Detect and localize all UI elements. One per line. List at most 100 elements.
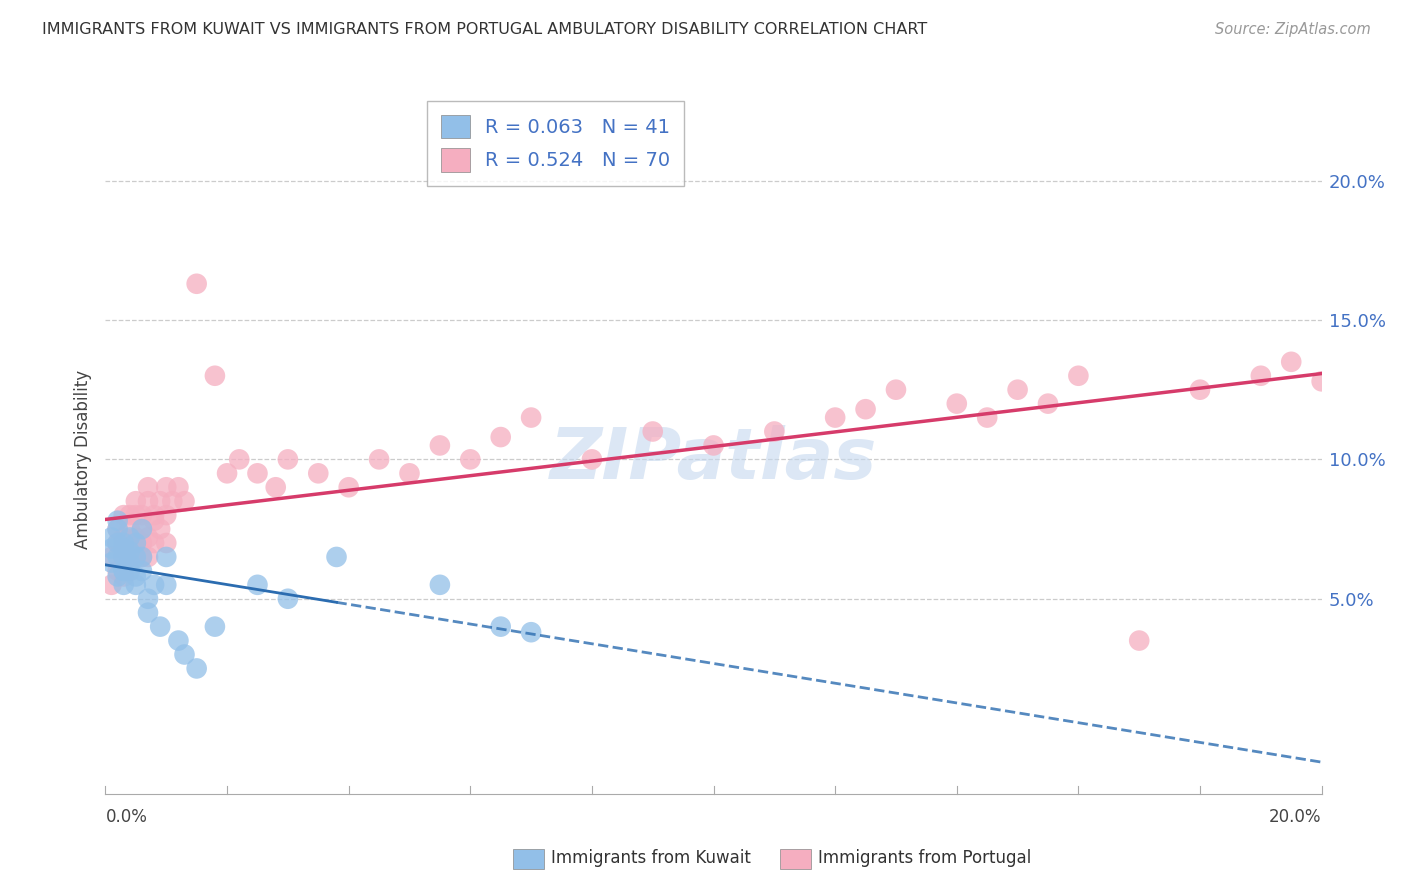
Point bbox=[1067, 368, 1090, 383]
Text: Source: ZipAtlas.com: Source: ZipAtlas.com bbox=[1215, 22, 1371, 37]
Point bbox=[118, 556, 141, 570]
Point bbox=[118, 522, 141, 536]
Point bbox=[125, 494, 148, 508]
Point bbox=[118, 544, 141, 558]
Text: 20.0%: 20.0% bbox=[1270, 808, 1322, 826]
Point bbox=[100, 549, 122, 564]
Point bbox=[100, 578, 122, 592]
Point bbox=[125, 549, 148, 564]
Point bbox=[307, 467, 329, 481]
Point bbox=[118, 508, 141, 523]
Point bbox=[107, 549, 129, 564]
Point bbox=[112, 536, 135, 550]
Point bbox=[173, 648, 195, 662]
Point bbox=[131, 522, 153, 536]
Point bbox=[884, 383, 907, 397]
Point bbox=[246, 467, 269, 481]
Point bbox=[1250, 368, 1272, 383]
Point bbox=[136, 606, 159, 620]
Point bbox=[520, 625, 543, 640]
Point bbox=[131, 536, 153, 550]
Point bbox=[131, 508, 153, 523]
Point bbox=[763, 425, 786, 439]
Point bbox=[131, 549, 153, 564]
Point bbox=[1279, 355, 1302, 369]
Point bbox=[1310, 375, 1333, 389]
Point bbox=[136, 530, 159, 544]
Point bbox=[149, 619, 172, 633]
Point bbox=[173, 494, 195, 508]
Point bbox=[125, 508, 148, 523]
Point bbox=[107, 564, 129, 578]
Point bbox=[112, 564, 135, 578]
Point bbox=[107, 536, 129, 550]
Point bbox=[107, 536, 129, 550]
Point bbox=[1188, 383, 1211, 397]
Point bbox=[118, 564, 141, 578]
Point bbox=[100, 530, 122, 544]
Point bbox=[125, 569, 148, 583]
Point bbox=[131, 564, 153, 578]
Point bbox=[217, 467, 239, 481]
Point bbox=[125, 536, 148, 550]
Point bbox=[368, 452, 391, 467]
Point bbox=[277, 452, 299, 467]
Legend: R = 0.063   N = 41, R = 0.524   N = 70: R = 0.063 N = 41, R = 0.524 N = 70 bbox=[427, 101, 683, 186]
Point bbox=[186, 661, 208, 675]
Text: IMMIGRANTS FROM KUWAIT VS IMMIGRANTS FROM PORTUGAL AMBULATORY DISABILITY CORRELA: IMMIGRANTS FROM KUWAIT VS IMMIGRANTS FRO… bbox=[42, 22, 928, 37]
Point bbox=[641, 425, 664, 439]
Point bbox=[702, 438, 725, 452]
Point bbox=[125, 578, 148, 592]
Point bbox=[162, 494, 184, 508]
Point bbox=[186, 277, 208, 291]
Point bbox=[204, 368, 226, 383]
Point bbox=[143, 578, 166, 592]
Point bbox=[489, 430, 512, 444]
Y-axis label: Ambulatory Disability: Ambulatory Disability bbox=[73, 370, 91, 549]
Point bbox=[100, 556, 122, 570]
Point bbox=[581, 452, 603, 467]
Point bbox=[337, 480, 360, 494]
Point bbox=[155, 578, 177, 592]
Point bbox=[112, 564, 135, 578]
Point bbox=[155, 536, 177, 550]
Point bbox=[149, 522, 172, 536]
Point bbox=[136, 591, 159, 606]
Point bbox=[1128, 633, 1150, 648]
Point bbox=[429, 578, 451, 592]
Point bbox=[107, 569, 129, 583]
Point bbox=[976, 410, 998, 425]
Point bbox=[429, 438, 451, 452]
Point bbox=[398, 467, 420, 481]
Point bbox=[107, 522, 129, 536]
Text: Immigrants from Kuwait: Immigrants from Kuwait bbox=[551, 849, 751, 867]
Point bbox=[100, 541, 122, 556]
Point bbox=[246, 578, 269, 592]
Point bbox=[204, 619, 226, 633]
Point bbox=[143, 514, 166, 528]
Point bbox=[325, 549, 347, 564]
Point bbox=[118, 564, 141, 578]
Text: ZIPatlas: ZIPatlas bbox=[550, 425, 877, 494]
Point bbox=[489, 619, 512, 633]
Point bbox=[136, 480, 159, 494]
Point bbox=[520, 410, 543, 425]
Point bbox=[131, 522, 153, 536]
Point bbox=[107, 522, 129, 536]
Point bbox=[131, 549, 153, 564]
Point bbox=[264, 480, 287, 494]
Point bbox=[149, 494, 172, 508]
Point bbox=[118, 536, 141, 550]
Point bbox=[118, 549, 141, 564]
Point bbox=[167, 480, 190, 494]
Point bbox=[167, 633, 190, 648]
Text: 0.0%: 0.0% bbox=[105, 808, 148, 826]
Point bbox=[107, 514, 129, 528]
Point bbox=[228, 452, 250, 467]
Point bbox=[125, 541, 148, 556]
Point bbox=[118, 530, 141, 544]
Point bbox=[112, 541, 135, 556]
Point bbox=[136, 549, 159, 564]
Point bbox=[112, 549, 135, 564]
Point bbox=[125, 530, 148, 544]
